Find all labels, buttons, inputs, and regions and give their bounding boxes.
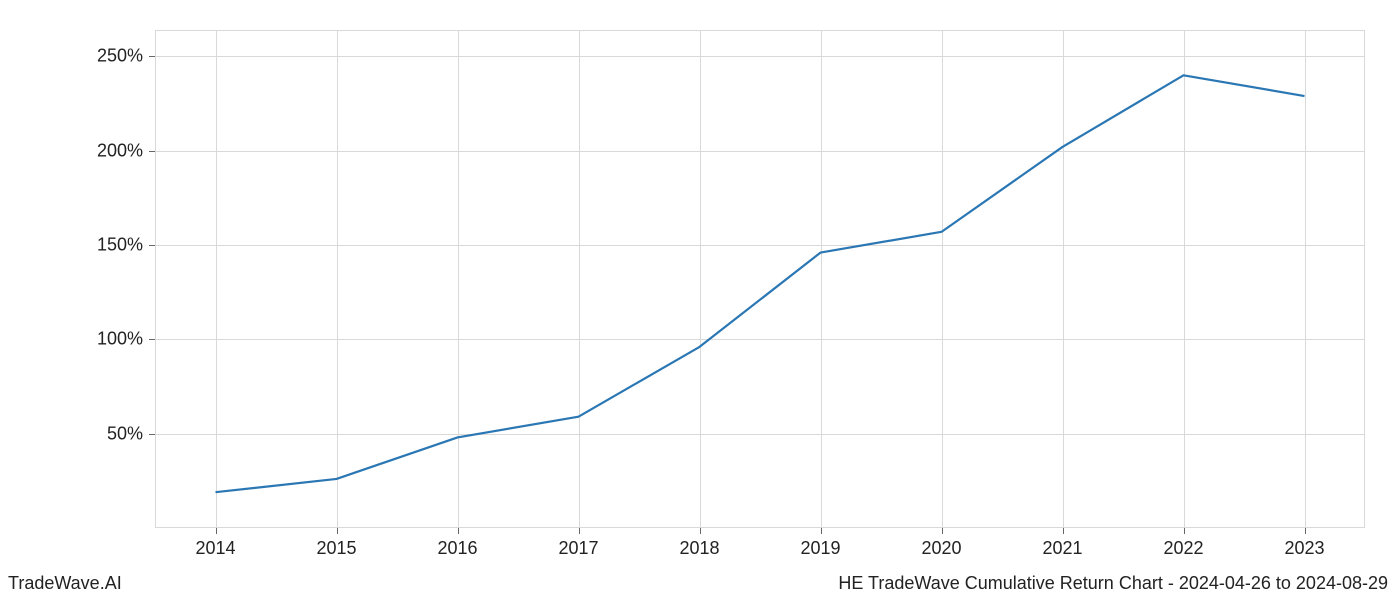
footer-brand: TradeWave.AI: [8, 573, 122, 594]
x-tick-mark: [700, 528, 701, 534]
x-tick-label: 2022: [1163, 538, 1203, 559]
x-tick-mark: [942, 528, 943, 534]
x-tick-mark: [337, 528, 338, 534]
line-series-svg: [155, 30, 1365, 528]
cumulative-return-line: [216, 75, 1305, 492]
x-tick-mark: [216, 528, 217, 534]
x-tick-label: 2018: [679, 538, 719, 559]
x-tick-label: 2019: [800, 538, 840, 559]
x-tick-mark: [458, 528, 459, 534]
footer-title: HE TradeWave Cumulative Return Chart - 2…: [838, 573, 1388, 594]
x-tick-label: 2020: [921, 538, 961, 559]
x-tick-label: 2015: [316, 538, 356, 559]
x-tick-label: 2023: [1284, 538, 1324, 559]
x-tick-label: 2014: [195, 538, 235, 559]
x-tick-mark: [1063, 528, 1064, 534]
y-tick-label: 150%: [85, 235, 143, 256]
x-tick-mark: [579, 528, 580, 534]
chart-container: 2014 2015 2016 2017 2018 2019 2020 2021 2022 2023…: [0, 0, 1400, 600]
x-tick-label: 2021: [1042, 538, 1082, 559]
x-tick-mark: [1184, 528, 1185, 534]
y-tick-label: 200%: [85, 140, 143, 161]
x-tick-label: 2017: [558, 538, 598, 559]
x-tick-mark: [1305, 528, 1306, 534]
x-tick-mark: [821, 528, 822, 534]
plot-area: 2014201520162017201820192020202120222023…: [155, 30, 1365, 528]
y-tick-label: 100%: [85, 329, 143, 350]
y-tick-label: 250%: [85, 46, 143, 67]
x-tick-label: 2016: [437, 538, 477, 559]
y-tick-label: 50%: [85, 423, 143, 444]
